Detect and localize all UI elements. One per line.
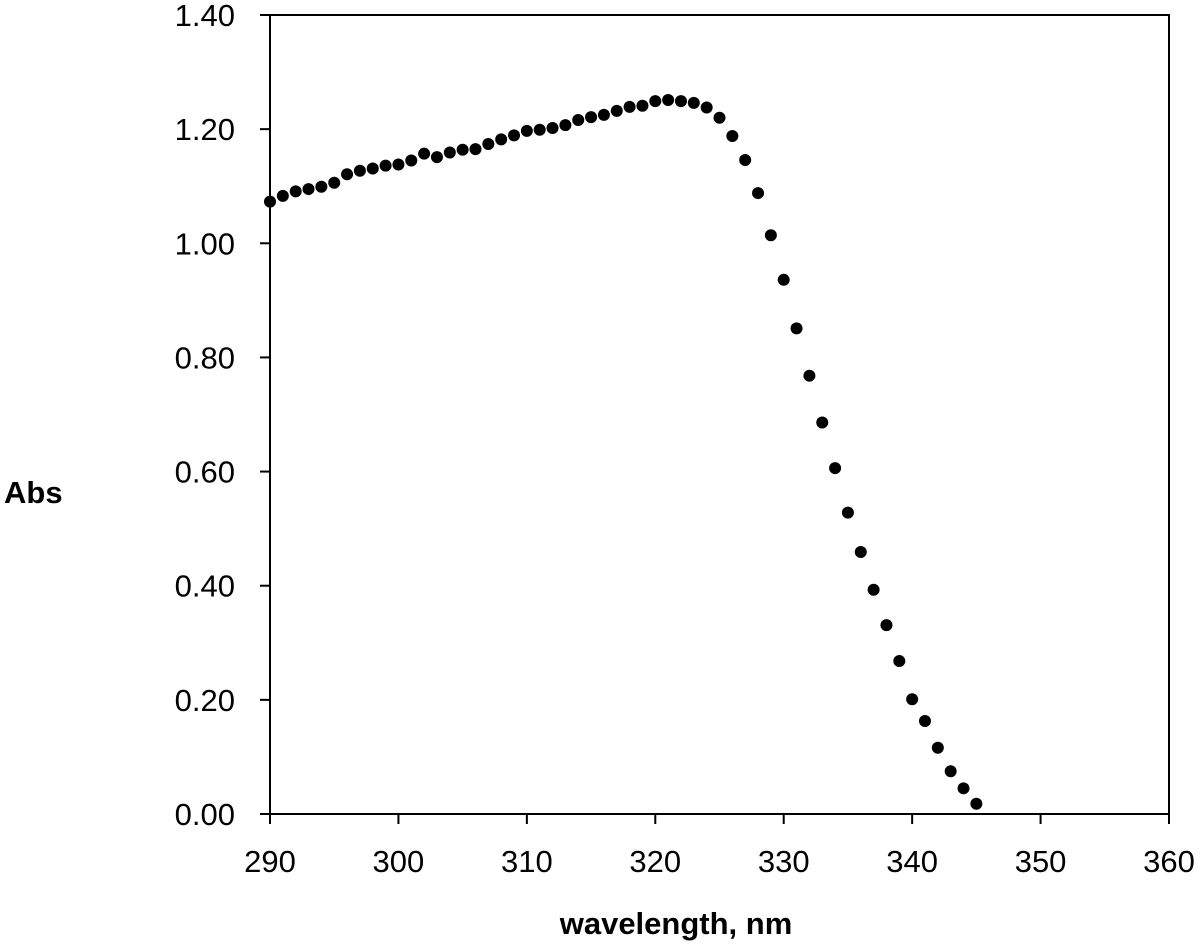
- x-tick-label: 300: [373, 844, 425, 879]
- data-point: [957, 782, 970, 795]
- data-point: [341, 168, 354, 181]
- plot-area: [269, 14, 1170, 815]
- data-point: [302, 183, 315, 196]
- data-point: [328, 176, 341, 189]
- data-point: [482, 137, 495, 150]
- data-point: [623, 100, 636, 113]
- x-axis-title: wavelength, nm: [559, 906, 793, 941]
- data-point: [572, 114, 585, 127]
- data-point: [739, 153, 752, 166]
- x-tick-label: 290: [244, 844, 296, 879]
- y-tick-label: 1.00: [175, 226, 235, 261]
- data-point: [430, 151, 443, 164]
- x-tick-label: 320: [629, 844, 681, 879]
- data-point: [443, 146, 456, 159]
- data-point: [803, 369, 816, 382]
- data-point: [893, 655, 906, 668]
- data-point: [713, 111, 726, 124]
- data-point: [931, 741, 944, 754]
- data-point: [880, 619, 893, 632]
- data-point: [674, 95, 687, 108]
- data-point: [944, 765, 957, 778]
- x-tick-label: 330: [758, 844, 810, 879]
- data-point: [790, 322, 803, 335]
- data-point: [777, 273, 790, 286]
- x-axis-tick-labels: 290 300 310 320 330 340 350 360: [244, 844, 1195, 879]
- data-point: [508, 129, 521, 142]
- data-point: [829, 462, 842, 475]
- data-point: [841, 506, 854, 519]
- data-point: [456, 143, 469, 156]
- data-point: [597, 108, 610, 121]
- y-tick-label: 1.40: [175, 0, 235, 33]
- data-point: [752, 187, 765, 200]
- data-point: [366, 162, 379, 175]
- y-axis-tick-labels: 0.00 0.20 0.40 0.60 0.80 1.00 1.20 1.40: [175, 0, 235, 832]
- y-tick-label: 0.40: [175, 569, 235, 604]
- data-point: [816, 416, 829, 429]
- data-point: [918, 714, 931, 727]
- y-tick-label: 0.80: [175, 340, 235, 375]
- x-tick-label: 310: [501, 844, 553, 879]
- x-tick-label: 340: [886, 844, 938, 879]
- data-point: [533, 123, 546, 136]
- data-point: [854, 546, 867, 559]
- data-point: [636, 99, 649, 112]
- data-point: [418, 147, 431, 160]
- data-point: [379, 159, 392, 172]
- data-point: [585, 111, 598, 124]
- axis-ticks: [260, 14, 1170, 824]
- data-point: [610, 104, 623, 117]
- data-point: [700, 101, 713, 114]
- y-tick-label: 0.00: [175, 797, 235, 832]
- y-tick-label: 1.20: [175, 112, 235, 147]
- data-point: [546, 122, 559, 135]
- data-point: [495, 133, 508, 146]
- y-tick-label: 0.20: [175, 683, 235, 718]
- data-point: [405, 154, 418, 167]
- data-point: [520, 124, 533, 137]
- data-point: [970, 797, 983, 810]
- data-point: [662, 94, 675, 107]
- y-axis-title: Abs: [4, 475, 63, 510]
- y-tick-label: 0.60: [175, 455, 235, 490]
- data-point: [315, 180, 328, 193]
- data-point: [906, 693, 919, 706]
- data-points: [264, 94, 983, 810]
- data-point: [469, 143, 482, 156]
- data-point: [649, 95, 662, 108]
- data-point: [289, 185, 302, 198]
- data-point: [726, 129, 739, 142]
- data-point: [764, 229, 777, 242]
- data-point: [687, 96, 700, 109]
- data-point: [276, 189, 289, 202]
- x-tick-label: 360: [1143, 844, 1195, 879]
- x-tick-label: 350: [1015, 844, 1067, 879]
- data-point: [264, 195, 276, 208]
- data-point: [867, 583, 880, 596]
- data-point: [392, 158, 405, 171]
- data-point: [559, 119, 572, 132]
- data-point: [353, 164, 366, 177]
